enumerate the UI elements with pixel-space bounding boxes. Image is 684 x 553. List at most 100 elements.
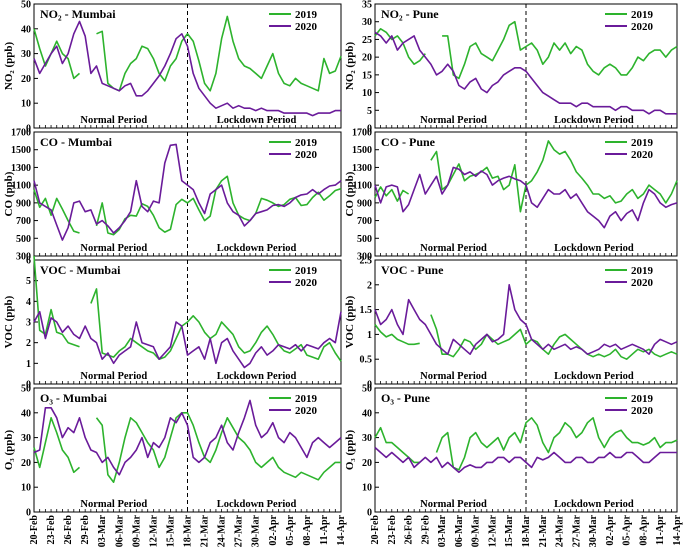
legend-label-2019: 2019 — [631, 9, 654, 21]
y-tick-label: 10 — [21, 99, 31, 110]
x-tick-label: 11-Apr — [655, 514, 666, 545]
x-tick-label: 26-Feb — [63, 515, 74, 545]
y-tick-label: 30 — [362, 17, 372, 28]
x-tick-label: 15-Mar — [504, 514, 515, 547]
x-tick-label: 18-Mar — [183, 514, 194, 547]
y-tick-label: 1100 — [353, 181, 372, 192]
y-tick-label: 30 — [21, 433, 31, 444]
x-tick-label: 15-Mar — [165, 514, 176, 547]
lockdown-period-label: Lockdown Period — [554, 499, 634, 510]
y-tick-label: 1700 — [352, 128, 372, 139]
x-tick-label: 12-Mar — [148, 514, 159, 547]
panel-voc-pune: 0 0.5 1 1.5 2 2.5 Normal Period Lockdown Period… — [344, 256, 678, 391]
x-tick-label: 23-Feb — [46, 515, 57, 545]
panel-voc-mumbai: 0 1 2 3 4 5 6 Normal Period Lockdown Period VOC -… — [3, 256, 342, 391]
y-tick-label: 0 — [367, 508, 372, 519]
panel-title: O₃ - Mumbai — [40, 391, 108, 405]
normal-period-label: Normal Period — [420, 499, 487, 510]
y-tick-label: 2 — [367, 280, 372, 291]
series-2020-line — [33, 143, 342, 241]
panel-title: CO - Mumbai — [40, 135, 113, 149]
panel-co-pune: 300 500 700 900 1100 1300 1500 1700 Normal Perio… — [344, 128, 678, 263]
x-tick-label: 09-Mar — [131, 514, 142, 547]
y-tick-label: 0 — [367, 124, 372, 135]
y-axis-label: NO₂ (ppb) — [3, 42, 15, 91]
x-tick-label: 26-Feb — [404, 515, 415, 545]
y-tick-label: 0 — [26, 380, 31, 391]
series-2020-line — [33, 310, 342, 369]
series-2020-line — [33, 399, 342, 476]
lockdown-period-label: Lockdown Period — [554, 243, 634, 254]
lockdown-period-label: Lockdown Period — [554, 371, 634, 382]
y-tick-label: 6 — [26, 256, 31, 267]
y-tick-label: 500 — [357, 234, 372, 245]
y-tick-label: 40 — [362, 408, 372, 419]
y-tick-label: 300 — [357, 252, 372, 263]
y-tick-label: 20 — [21, 74, 31, 85]
y-axis-label: VOC (ppb) — [3, 295, 15, 348]
x-tick-label: 11-Apr — [319, 514, 330, 545]
y-axis-label: CO (ppb) — [344, 171, 356, 216]
x-tick-label: 23-Feb — [387, 515, 398, 545]
y-tick-label: 1300 — [11, 163, 31, 174]
x-tick-label: 08-Apr — [302, 514, 313, 545]
y-tick-label: 30 — [362, 433, 372, 444]
y-axis-label: CO (ppb) — [3, 171, 15, 216]
y-tick-label: 50 — [21, 0, 31, 11]
y-tick-label: 1300 — [352, 163, 372, 174]
x-tick-label: 02-Apr — [268, 514, 279, 545]
y-tick-label: 300 — [16, 252, 31, 263]
normal-period-label: Normal Period — [420, 115, 487, 126]
legend-label-2019: 2019 — [295, 393, 318, 405]
x-tick-label: 03-Mar — [97, 514, 108, 547]
x-tick-label: 12-Mar — [487, 514, 498, 547]
series-2019-line — [33, 15, 342, 92]
y-axis-label: O₃ (ppb) — [344, 430, 356, 471]
y-tick-label: 2.5 — [360, 256, 373, 267]
y-tick-label: 30 — [21, 49, 31, 60]
y-tick-label: 5 — [26, 276, 31, 287]
lockdown-period-label: Lockdown Period — [554, 115, 634, 126]
y-axis-label: VOC (ppb) — [344, 295, 356, 348]
panel-no2-mumbai: 0 10 20 30 40 50 Normal Period Lockdown Period N… — [3, 0, 342, 135]
legend-label-2020: 2020 — [295, 405, 318, 417]
y-tick-label: 35 — [362, 0, 372, 11]
legend-label-2020: 2020 — [295, 21, 318, 33]
y-tick-label: 3 — [26, 318, 31, 329]
x-tick-label: 20-Feb — [370, 515, 381, 545]
legend-label-2020: 2020 — [631, 405, 654, 417]
y-tick-label: 0.5 — [360, 355, 373, 366]
x-tick-label: 30-Mar — [588, 514, 599, 547]
y-tick-label: 900 — [16, 198, 31, 209]
y-tick-label: 15 — [362, 70, 372, 81]
lockdown-period-label: Lockdown Period — [217, 371, 297, 382]
y-tick-label: 40 — [21, 24, 31, 35]
legend-label-2019: 2019 — [631, 265, 654, 277]
y-tick-label: 10 — [362, 483, 372, 494]
panel-title: VOC - Mumbai — [40, 263, 121, 277]
y-tick-label: 5 — [367, 106, 372, 117]
y-tick-label: 1 — [367, 330, 372, 341]
normal-period-label: Normal Period — [80, 115, 147, 126]
y-tick-label: 4 — [26, 297, 31, 308]
y-tick-label: 1500 — [352, 145, 372, 156]
y-tick-label: 20 — [21, 458, 31, 469]
y-tick-label: 1 — [26, 359, 31, 370]
y-tick-label: 1100 — [12, 181, 31, 192]
x-tick-label: 21-Mar — [538, 514, 549, 547]
legend-label-2019: 2019 — [295, 137, 318, 149]
series-2019-line — [374, 314, 678, 360]
x-tick-label: 27-Mar — [234, 514, 245, 547]
normal-period-label: Normal Period — [80, 243, 147, 254]
series-2019-line — [374, 417, 678, 471]
y-axis-label: O₃ (ppb) — [3, 430, 15, 471]
y-tick-label: 0 — [367, 380, 372, 391]
panel-title: NO₂ - Mumbai — [40, 7, 116, 21]
x-tick-label: 06-Mar — [454, 514, 465, 547]
x-tick-label: 14-Apr — [672, 514, 683, 545]
y-tick-label: 0 — [26, 508, 31, 519]
legend-label-2019: 2019 — [295, 265, 318, 277]
y-tick-label: 10 — [362, 88, 372, 99]
legend-label-2020: 2020 — [295, 277, 318, 289]
